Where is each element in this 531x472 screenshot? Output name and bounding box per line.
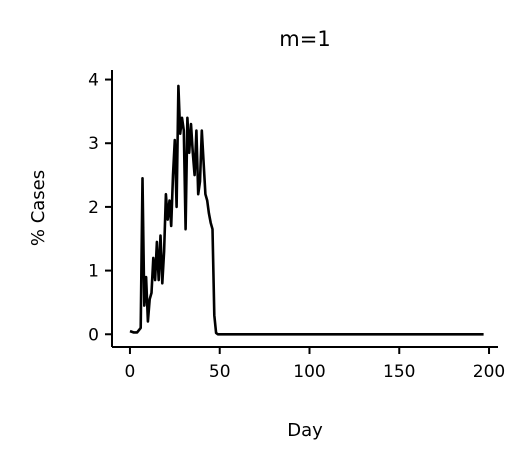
x-tick-label: 200 <box>473 362 505 382</box>
chart-title: m=1 <box>279 27 330 51</box>
x-tick-label: 150 <box>383 362 415 382</box>
y-axis-label: % Cases <box>28 170 49 246</box>
y-tick-label: 4 <box>88 71 99 91</box>
y-ticks: 0 1 2 3 4 <box>88 71 112 345</box>
y-tick-label: 1 <box>88 262 99 282</box>
x-tick-label: 100 <box>293 362 325 382</box>
x-ticks: 0 50 100 150 200 <box>125 347 505 382</box>
axes <box>111 70 498 348</box>
y-tick-label: 2 <box>88 198 99 218</box>
series-line <box>129 84 484 336</box>
y-tick-label: 3 <box>88 134 99 154</box>
x-tick-label: 0 <box>125 362 136 382</box>
x-axis-label: Day <box>287 420 323 441</box>
y-tick-label: 0 <box>88 325 99 345</box>
x-tick-label: 50 <box>209 362 231 382</box>
